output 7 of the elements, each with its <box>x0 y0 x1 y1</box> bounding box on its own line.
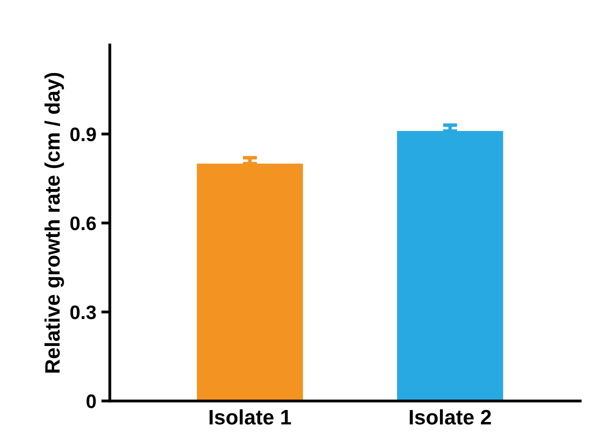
y-tick-label: 0 <box>86 394 96 408</box>
y-axis-title: Relative growth rate (cm / day) <box>44 72 64 373</box>
y-tick-label: 0.3 <box>70 305 96 320</box>
y-tick-label: 0.9 <box>70 127 96 142</box>
x-tick-label: Isolate 2 <box>410 409 491 425</box>
y-tick-label: 0.6 <box>70 216 96 230</box>
x-tick-label: Isolate 1 <box>210 409 292 425</box>
